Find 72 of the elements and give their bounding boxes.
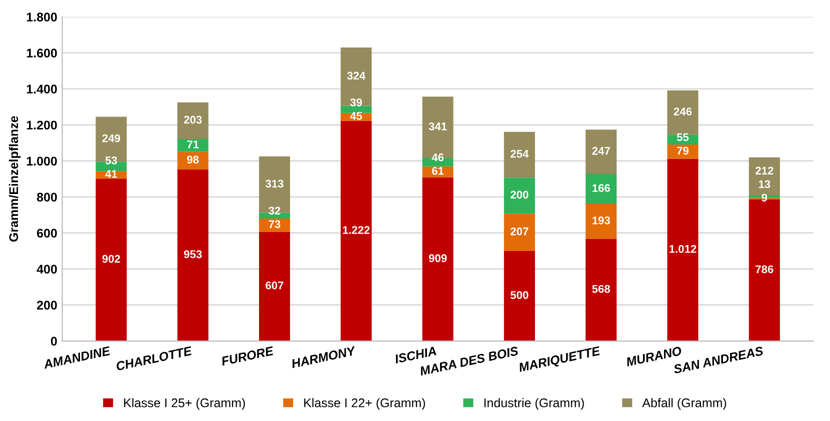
bar — [177, 169, 208, 342]
data-label: 45 — [350, 112, 362, 120]
y-axis-title: Gramm/Einzelpflanze — [8, 116, 21, 242]
bar — [177, 152, 208, 170]
data-label: 41 — [105, 170, 118, 178]
data-label: 79 — [677, 146, 689, 155]
data-label: 71 — [187, 140, 199, 148]
y-tick-label: 1.400 — [26, 84, 57, 94]
bar — [667, 144, 698, 159]
y-tick-label: 400 — [36, 264, 57, 274]
bar — [504, 132, 535, 178]
y-tick-label: 200 — [36, 300, 57, 310]
bar — [177, 102, 208, 139]
y-tick-label: 1.200 — [26, 120, 57, 130]
bar — [96, 178, 127, 342]
bar — [586, 238, 617, 342]
bar — [340, 106, 372, 113]
bar — [667, 158, 698, 342]
data-label: 1.222 — [342, 226, 370, 234]
legend-label: Industrie (Gramm) — [484, 398, 584, 410]
legend-label: Klasse I 22+ (Gramm) — [304, 398, 426, 410]
data-label: 207 — [510, 227, 528, 236]
legend-label: Abfall (Gramm) — [642, 398, 726, 410]
bar — [422, 177, 454, 342]
data-label: 568 — [592, 284, 610, 293]
bar — [504, 250, 535, 342]
data-label: 55 — [676, 133, 689, 142]
bar — [748, 157, 780, 196]
data-label: 313 — [266, 180, 284, 188]
data-label: 341 — [428, 122, 447, 130]
data-label: 607 — [266, 281, 284, 290]
data-label: 32 — [268, 206, 280, 215]
data-label: 203 — [184, 116, 202, 124]
y-tick-label: 600 — [36, 228, 57, 238]
data-label: 98 — [187, 156, 199, 164]
bar — [259, 232, 290, 342]
bar — [259, 218, 290, 232]
data-label: 73 — [268, 220, 280, 228]
data-label: 786 — [756, 265, 774, 274]
bar — [504, 214, 535, 251]
data-label: 909 — [428, 254, 447, 262]
data-label: 212 — [756, 166, 774, 175]
bar — [340, 120, 372, 342]
data-label: 1.012 — [670, 244, 696, 253]
bar — [504, 178, 535, 214]
data-label: 13 — [758, 180, 770, 188]
data-label: 193 — [592, 216, 610, 224]
y-tick-label: 1.000 — [26, 156, 57, 166]
data-label: 200 — [510, 190, 528, 199]
data-label: 324 — [347, 72, 366, 80]
data-label: 902 — [102, 254, 120, 263]
x-tick-label: FURORE — [220, 346, 274, 366]
y-tick-label: 1.800 — [26, 12, 57, 22]
y-tick-label: 1.600 — [26, 48, 57, 58]
bar — [667, 90, 698, 135]
data-label: 39 — [350, 98, 362, 106]
data-label: 500 — [510, 291, 528, 299]
data-label: 254 — [510, 150, 529, 158]
data-label: 246 — [674, 108, 692, 116]
data-label: 61 — [432, 166, 444, 175]
bar — [340, 47, 372, 106]
data-label: 247 — [592, 146, 610, 155]
data-label: 166 — [592, 184, 610, 192]
bar — [586, 204, 617, 239]
bar — [586, 130, 617, 174]
bar — [586, 174, 617, 204]
y-tick-label: 800 — [36, 192, 57, 202]
y-tick-label: 0 — [50, 336, 57, 346]
data-label: 953 — [184, 250, 202, 258]
legend-label: Klasse I 25+ (Gramm) — [124, 398, 245, 410]
bar — [259, 156, 290, 213]
data-label: 249 — [102, 134, 120, 142]
